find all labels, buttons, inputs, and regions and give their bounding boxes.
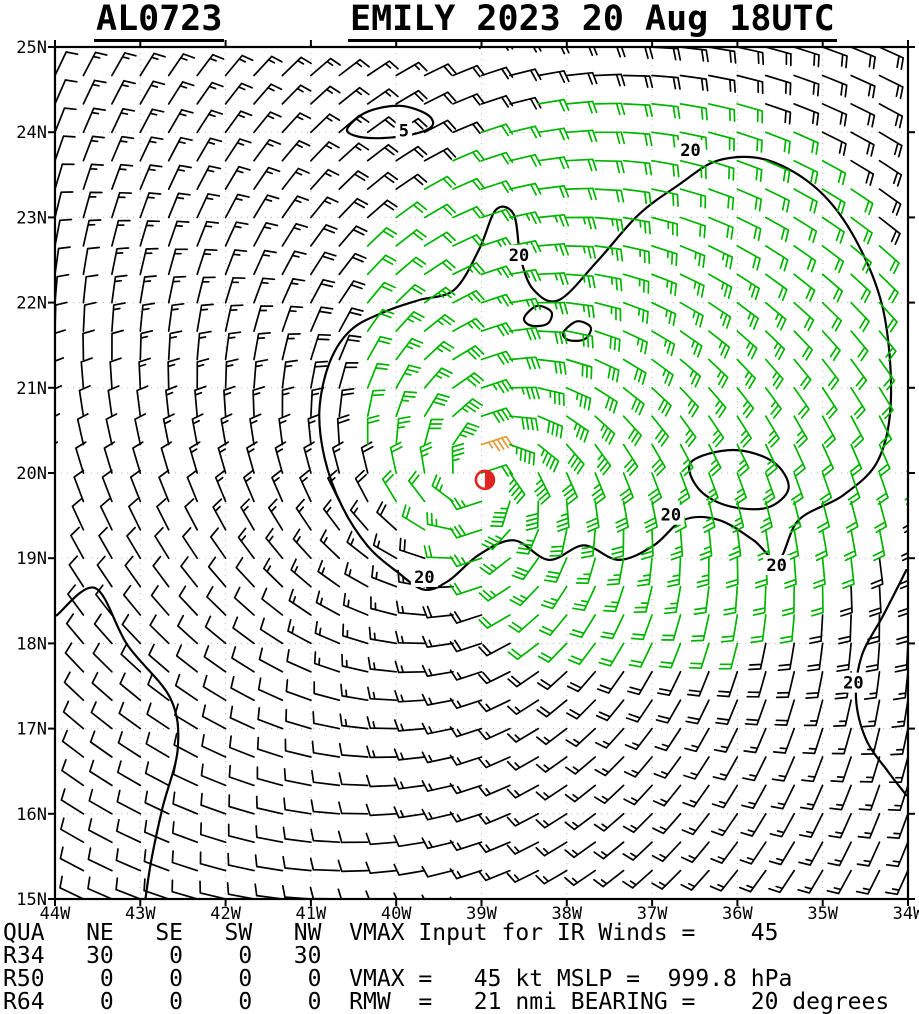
svg-text:40W: 40W [381,904,412,924]
svg-text:25N: 25N [16,38,47,58]
svg-text:36W: 36W [722,904,753,924]
svg-text:42W: 42W [210,904,241,924]
header: AL0723 EMILY 2023 20 Aug 18UTC [0,0,919,42]
svg-text:16N: 16N [16,805,47,825]
svg-text:20: 20 [414,568,434,588]
svg-text:23N: 23N [16,208,47,228]
chart-title: EMILY 2023 20 Aug 18UTC [348,1,837,42]
svg-text:20: 20 [766,556,786,576]
svg-text:20N: 20N [16,464,47,484]
svg-text:37W: 37W [637,904,668,924]
svg-text:20: 20 [661,506,681,526]
svg-text:44W: 44W [40,904,71,924]
wind-radii-header-line: QUA NE SE SW NW VMAX Input for IR Winds … [3,920,779,946]
wind-radii-r50-line: R50 0 0 0 0 VMAX = 45 kt MSLP = 999.8 hP… [3,966,793,992]
svg-text:20: 20 [843,674,863,694]
wind-radii-r64-line: R64 0 0 0 0 RMW = 21 nmi BEARING = 20 de… [3,989,890,1014]
axis-labels: 44W 43W 42W 41W 40W 39W 38W 37W 36W 35W 34W 25N 24N 2… [16,38,919,924]
svg-text:17N: 17N [16,720,47,740]
svg-text:15N: 15N [16,890,47,910]
svg-text:38W: 38W [551,904,582,924]
svg-text:35W: 35W [807,904,838,924]
contour-labels-layer: 5 20 20 20 20 20 20 [395,120,867,694]
svg-text:34W: 34W [893,904,919,924]
footer-stats: QUA NE SE SW NW VMAX Input for IR Winds … [3,922,889,1014]
svg-text:22N: 22N [16,294,47,314]
svg-text:5: 5 [399,121,409,141]
svg-text:20: 20 [509,246,529,266]
svg-text:24N: 24N [16,123,47,143]
svg-text:21N: 21N [16,379,47,399]
svg-text:41W: 41W [296,904,327,924]
svg-text:39W: 39W [466,904,497,924]
storm-id: AL0723 [94,1,225,42]
svg-text:20: 20 [680,141,700,161]
storm-center-marker [474,469,496,491]
svg-text:18N: 18N [16,634,47,654]
svg-text:43W: 43W [125,904,156,924]
svg-text:19N: 19N [16,549,47,569]
wind-radii-r34-line: R34 30 0 0 30 [3,943,322,969]
wind-barbs-layer [55,47,908,899]
